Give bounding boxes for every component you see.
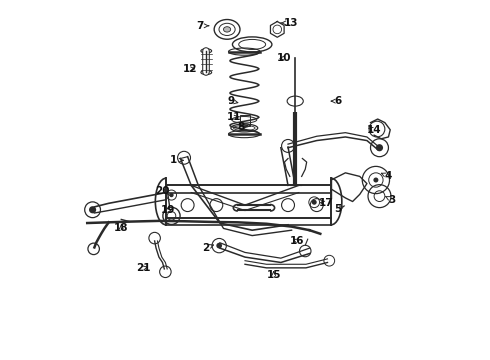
Text: 7: 7	[196, 21, 209, 31]
Text: 16: 16	[290, 236, 304, 246]
Text: 12: 12	[183, 64, 198, 74]
Text: 21: 21	[137, 263, 151, 273]
Text: 3: 3	[386, 195, 395, 205]
Text: 5: 5	[335, 204, 344, 214]
Circle shape	[376, 144, 383, 151]
Text: 2: 2	[202, 243, 214, 253]
Text: 20: 20	[155, 186, 170, 196]
Text: 9: 9	[227, 96, 238, 106]
Circle shape	[373, 177, 378, 183]
Text: 10: 10	[277, 53, 292, 63]
Text: 18: 18	[114, 224, 128, 233]
Text: 6: 6	[331, 96, 342, 106]
Text: 1: 1	[170, 155, 183, 165]
Ellipse shape	[223, 27, 231, 32]
Text: 11: 11	[227, 112, 242, 122]
Text: 15: 15	[267, 270, 281, 280]
Text: 13: 13	[281, 18, 298, 28]
Circle shape	[312, 200, 317, 205]
Circle shape	[89, 206, 96, 213]
Circle shape	[216, 243, 222, 248]
Circle shape	[170, 193, 173, 197]
Text: 8: 8	[237, 122, 247, 132]
Text: 19: 19	[161, 206, 175, 216]
Text: 14: 14	[367, 125, 381, 135]
Text: 4: 4	[382, 171, 392, 181]
Text: 17: 17	[318, 198, 333, 208]
Bar	[240, 116, 250, 126]
